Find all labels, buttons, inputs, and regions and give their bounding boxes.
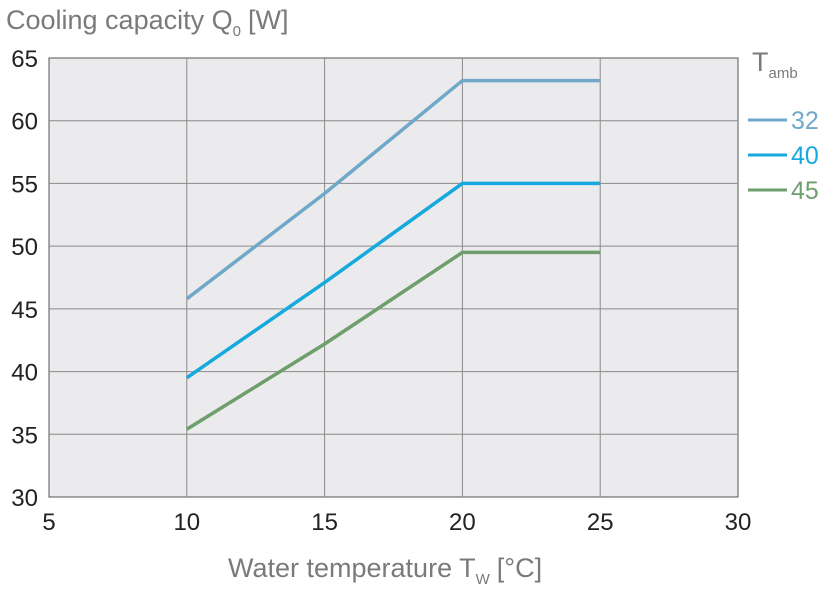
x-tick-label: 25 bbox=[587, 509, 614, 536]
legend-label-40: 40 bbox=[791, 142, 819, 170]
legend-title: Tamb bbox=[752, 47, 798, 82]
y-tick-labels: 30 35 40 45 50 55 60 65 bbox=[11, 46, 38, 512]
legend: 32 40 45 bbox=[748, 107, 819, 205]
legend-title-text: T bbox=[752, 47, 769, 77]
x-axis-title-unit: [°C] bbox=[497, 553, 542, 583]
chart-title-unit: [W] bbox=[248, 5, 289, 35]
x-axis-title-subscript: W bbox=[476, 571, 491, 588]
y-tick-label: 55 bbox=[11, 171, 38, 198]
series-line-45 bbox=[185, 250, 601, 431]
chart-title: Cooling capacity Q0 [W] bbox=[6, 5, 288, 40]
x-tick-label: 15 bbox=[311, 509, 338, 536]
chart-title-subscript: 0 bbox=[233, 23, 241, 40]
legend-label-45: 45 bbox=[791, 177, 819, 205]
x-axis-title-text: Water temperature T bbox=[228, 553, 476, 583]
y-tick-label: 45 bbox=[11, 297, 38, 324]
plot-area bbox=[48, 57, 739, 498]
y-tick-label: 30 bbox=[11, 485, 38, 512]
series-line-32 bbox=[185, 78, 601, 301]
x-axis-title: Water temperature TW [°C] bbox=[228, 553, 542, 588]
x-tick-label: 10 bbox=[173, 509, 200, 536]
legend-title-subscript: amb bbox=[769, 65, 798, 82]
y-tick-label: 65 bbox=[11, 46, 38, 73]
x-tick-label: 20 bbox=[449, 509, 476, 536]
series-line-40 bbox=[185, 181, 601, 380]
y-tick-label: 40 bbox=[11, 360, 38, 387]
grid-lines bbox=[49, 58, 738, 497]
x-tick-label: 30 bbox=[725, 509, 752, 536]
chart-title-text: Cooling capacity Q bbox=[6, 5, 233, 35]
y-tick-label: 60 bbox=[11, 109, 38, 136]
x-tick-labels: 5 10 15 20 25 30 bbox=[42, 509, 751, 536]
series-layer bbox=[185, 78, 601, 431]
y-tick-label: 50 bbox=[11, 234, 38, 261]
y-tick-label: 35 bbox=[11, 422, 38, 449]
legend-label-32: 32 bbox=[791, 107, 819, 135]
x-tick-label: 5 bbox=[42, 509, 55, 536]
